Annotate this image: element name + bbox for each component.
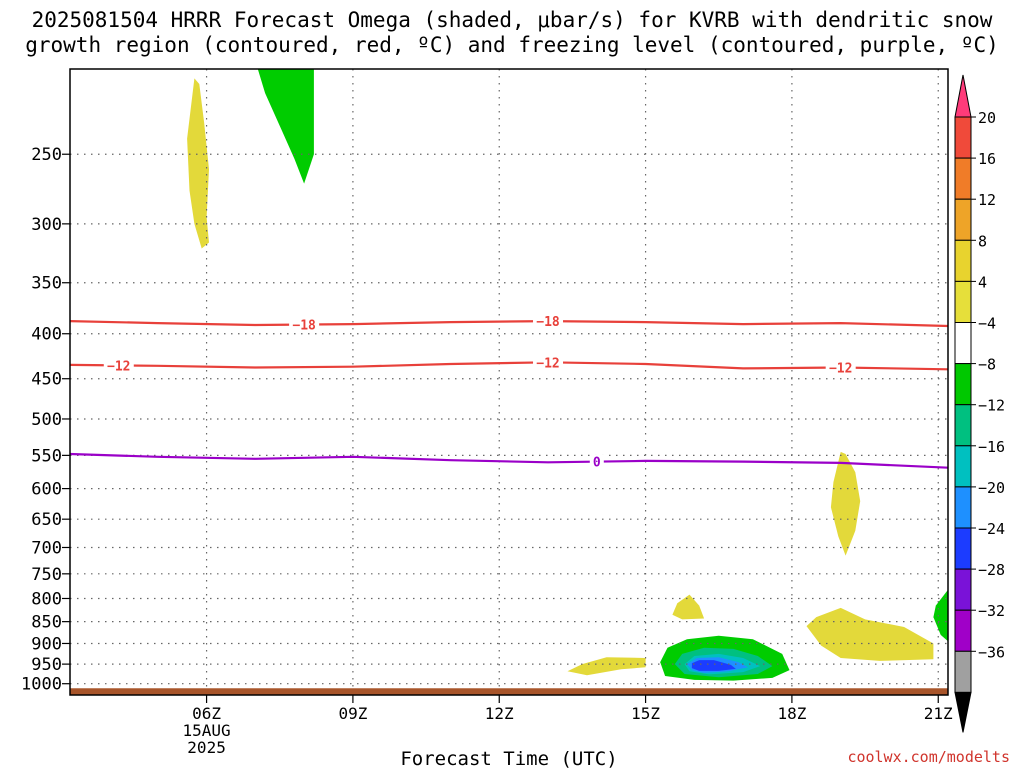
x-tick-label-21Z: 21Z — [924, 704, 953, 723]
site-credit[interactable]: coolwx.com/modelts — [847, 748, 1010, 766]
y-tick-label-600: 600 — [31, 480, 62, 500]
colorbar-label-11: −28 — [978, 561, 1005, 579]
omega-region-1 — [257, 69, 314, 184]
contour-label-bg-0-0 — [589, 454, 604, 469]
omega-region-4 — [806, 607, 934, 661]
contour-line--18 — [69, 319, 949, 328]
y-tick-label-800: 800 — [31, 589, 62, 609]
y-tick-label-850: 850 — [31, 613, 62, 633]
plot-frame — [69, 68, 949, 696]
contour-label-0-0: 0 — [593, 456, 601, 471]
colorbar-label-1: 16 — [978, 150, 996, 168]
colorbar-cell-7 — [954, 363, 972, 406]
omega-region-2 — [830, 451, 861, 556]
contour-label--18-0: −18 — [292, 319, 316, 334]
x-axis-label: Forecast Time (UTC) — [400, 748, 617, 768]
colorbar-top-arrow — [954, 74, 972, 118]
colorbar-cell-12 — [954, 568, 972, 611]
x-tick-sublabel-1: 2025 — [187, 738, 226, 757]
colorbar-label-3: 8 — [978, 232, 987, 250]
contour-label-bg--18-1 — [533, 314, 564, 329]
colorbar-label-7: −12 — [978, 397, 1005, 415]
colorbar-label-5: −4 — [978, 315, 996, 333]
contour-label--18-1: −18 — [536, 315, 560, 330]
x-tick-label-09Z: 09Z — [338, 704, 367, 723]
y-tick-label-400: 400 — [31, 325, 62, 345]
colorbar-cell-2 — [954, 157, 972, 200]
colorbar-label-4: 4 — [978, 273, 987, 291]
colorbar-label-12: −32 — [978, 602, 1005, 620]
contour-label-bg--18-0 — [289, 317, 320, 332]
omega-region-0 — [187, 78, 209, 249]
y-tick-label-950: 950 — [31, 655, 62, 675]
colorbar-cell-4 — [954, 239, 972, 282]
x-tick-sublabel-0: 15AUG — [182, 721, 230, 740]
colorbar-cell-14 — [954, 650, 972, 693]
contour-line--12 — [69, 361, 949, 371]
x-tick-label-12Z: 12Z — [485, 704, 514, 723]
contour-label--12-1: −12 — [536, 356, 559, 371]
omega-region-6 — [933, 589, 948, 642]
omega-region-3 — [672, 594, 705, 620]
colorbar-cell-6 — [954, 322, 972, 365]
colorbar-label-0: 20 — [978, 109, 996, 127]
y-tick-label-700: 700 — [31, 538, 62, 558]
contour-label-bg--12-0 — [103, 358, 134, 373]
colorbar-label-13: −36 — [978, 643, 1005, 661]
colorbar-label-10: −24 — [978, 520, 1005, 538]
colorbar-cell-3 — [954, 198, 972, 241]
colorbar-label-6: −8 — [978, 356, 996, 374]
y-tick-label-450: 450 — [31, 370, 62, 390]
colorbar-cell-13 — [954, 609, 972, 652]
y-tick-label-500: 500 — [31, 410, 62, 430]
colorbar-cell-8 — [954, 404, 972, 447]
colorbar-cell-5 — [954, 280, 972, 323]
contour-line-0 — [69, 452, 949, 469]
colorbar-cell-11 — [954, 527, 972, 570]
x-tick-label-06Z: 06Z — [192, 704, 221, 723]
contour-label-bg--12-1 — [533, 355, 564, 370]
omega-region-11 — [691, 660, 736, 671]
omega-region-5 — [567, 657, 646, 676]
x-tick-label-18Z: 18Z — [777, 704, 806, 723]
contour-label--12-0: −12 — [107, 359, 130, 374]
chart-title: 2025081504 HRRR Forecast Omega (shaded, … — [25, 8, 999, 57]
colorbar-label-2: 12 — [978, 191, 996, 209]
y-tick-label-350: 350 — [31, 274, 62, 294]
colorbar-bottom-arrow — [954, 691, 972, 733]
colorbar-label-9: −20 — [978, 479, 1005, 497]
x-tick-label-15Z: 15Z — [631, 704, 660, 723]
y-tick-label-300: 300 — [31, 215, 62, 235]
colorbar-cell-10 — [954, 486, 972, 529]
y-tick-label-1000: 1000 — [21, 675, 62, 695]
colorbar-cell-1 — [954, 116, 972, 159]
shaded-regions — [187, 69, 948, 681]
contour-label--12-2: −12 — [829, 362, 852, 377]
y-tick-label-750: 750 — [31, 565, 62, 585]
y-tick-label-650: 650 — [31, 510, 62, 530]
y-tick-label-900: 900 — [31, 634, 62, 654]
terrain-band — [70, 688, 948, 695]
colorbar-cell-9 — [954, 445, 972, 488]
y-tick-label-250: 250 — [31, 145, 62, 165]
colorbar-label-8: −16 — [978, 438, 1005, 456]
contour-label-bg--12-2 — [825, 360, 856, 375]
y-tick-label-550: 550 — [31, 446, 62, 466]
